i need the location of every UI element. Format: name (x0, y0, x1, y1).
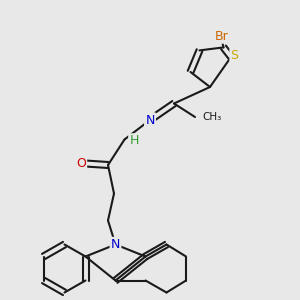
Text: S: S (231, 49, 239, 62)
Text: CH₃: CH₃ (202, 112, 222, 122)
Text: O: O (76, 157, 86, 170)
Text: N: N (111, 238, 120, 251)
Text: H: H (129, 134, 139, 148)
Text: N: N (145, 113, 155, 127)
Text: Br: Br (215, 29, 229, 43)
